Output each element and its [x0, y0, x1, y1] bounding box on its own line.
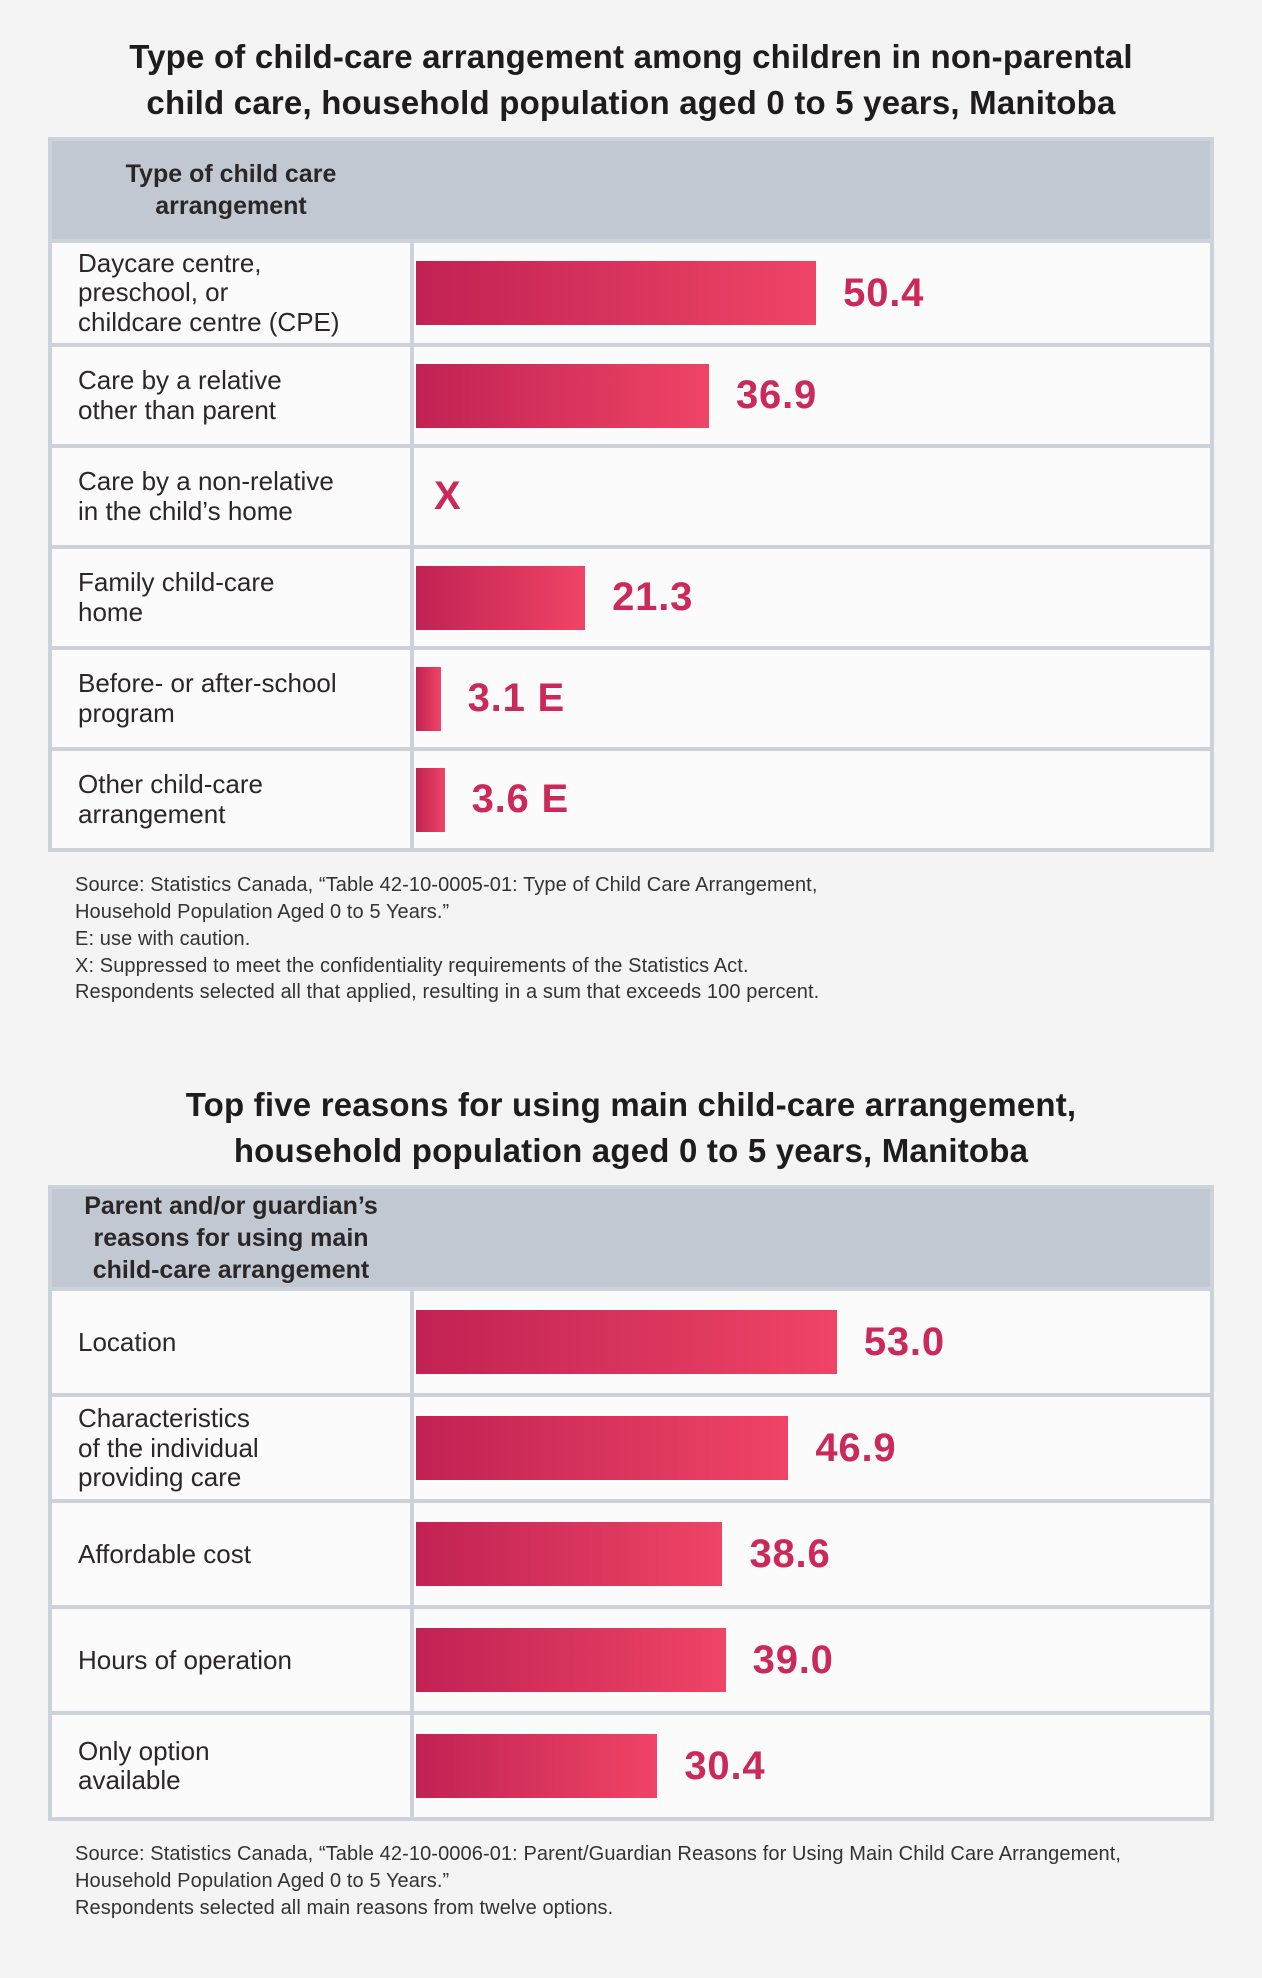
- row-label-before-after-school: Before- or after-school program: [52, 650, 410, 748]
- source-line: E: use with caution.: [75, 927, 251, 950]
- bar-cell: 39.0: [414, 1609, 1210, 1712]
- suppressed-value-label: X: [434, 474, 462, 519]
- chart2-column-header-label: Parent and/or guardian’s reasons for usi…: [84, 1192, 378, 1285]
- chart2-column-header: Parent and/or guardian’s reasons for usi…: [52, 1189, 1210, 1288]
- bar: [416, 1628, 726, 1693]
- source-line: Household Population Aged 0 to 5 Years.”: [75, 1870, 450, 1893]
- bar-cell: X: [414, 448, 1210, 546]
- row-label-hours-of-operation: Hours of operation: [52, 1609, 410, 1712]
- chart2-table: Parent and/or guardian’s reasons for usi…: [48, 1185, 1214, 1822]
- value-label: 53.0: [863, 1319, 945, 1364]
- source-line: Source: Statistics Canada, “Table 42-10-…: [75, 1843, 1122, 1866]
- value-label: 38.6: [749, 1531, 831, 1576]
- row-label-care-by-non-relative: Care by a non-relative in the child’s ho…: [52, 448, 410, 546]
- bar: [416, 363, 709, 428]
- bar-cell: 36.9: [414, 347, 1210, 445]
- bar: [416, 565, 586, 630]
- chart1-table: Type of child care arrangement Daycare c…: [48, 137, 1214, 853]
- row-label-care-by-relative: Care by a relative other than parent: [52, 347, 410, 445]
- value-label: 30.4: [684, 1743, 766, 1788]
- bar-cell: 3.1 E: [414, 650, 1210, 748]
- infographic-page: Type of child-care arrangement among chi…: [48, 0, 1214, 1921]
- row-label-only-option: Only option available: [52, 1715, 410, 1818]
- row-label-other-arrangement: Other child-care arrangement: [52, 751, 410, 849]
- row-label-affordable-cost: Affordable cost: [52, 1503, 410, 1606]
- chart1-column-header-label: Type of child care arrangement: [125, 160, 337, 221]
- bar-cell: 3.6 E: [414, 751, 1210, 849]
- chart2-source-note: Source: Statistics Canada, “Table 42-10-…: [75, 1841, 1214, 1921]
- bar-cell: 21.3: [414, 549, 1210, 647]
- bar-cell: 46.9: [414, 1397, 1210, 1500]
- source-line: Respondents selected all main reasons fr…: [75, 1896, 614, 1919]
- source-line: Household Population Aged 0 to 5 Years.”: [75, 900, 450, 923]
- bar: [416, 261, 817, 326]
- source-line: Source: Statistics Canada, “Table 42-10-…: [75, 874, 818, 897]
- bar-cell: 38.6: [414, 1503, 1210, 1606]
- value-label: 46.9: [815, 1425, 897, 1470]
- source-line: Respondents selected all that applied, r…: [75, 981, 820, 1004]
- bar: [416, 1734, 658, 1799]
- source-line: X: Suppressed to meet the confidentialit…: [75, 954, 749, 977]
- row-label-characteristics: Characteristics of the individual provid…: [52, 1397, 410, 1500]
- chart1-source-note: Source: Statistics Canada, “Table 42-10-…: [75, 872, 1214, 1006]
- value-label: 3.1 E: [467, 676, 566, 721]
- bar: [416, 666, 441, 731]
- row-label-location: Location: [52, 1291, 410, 1394]
- value-label: 21.3: [612, 575, 694, 620]
- row-label-family-child-care-home: Family child-care home: [52, 549, 410, 647]
- chart1-title: Type of child-care arrangement among chi…: [129, 38, 1133, 121]
- row-label-daycare-centre: Daycare centre, preschool, or childcare …: [52, 243, 410, 344]
- chart2-section: Top five reasons for using main child-ca…: [48, 1006, 1214, 1921]
- value-label: 39.0: [752, 1637, 834, 1682]
- bar: [416, 1416, 789, 1481]
- bar: [416, 1310, 837, 1375]
- bar: [416, 767, 445, 832]
- bar-cell: 53.0: [414, 1291, 1210, 1394]
- bar-cell: 30.4: [414, 1715, 1210, 1818]
- value-label: 36.9: [735, 373, 818, 418]
- value-label: 3.6 E: [471, 777, 569, 822]
- bar-cell: 50.4: [414, 243, 1210, 344]
- chart1-section: Type of child-care arrangement among chi…: [48, 0, 1214, 1006]
- value-label: 50.4: [843, 270, 925, 315]
- bar: [416, 1522, 723, 1587]
- chart1-column-header: Type of child care arrangement: [52, 141, 1210, 240]
- chart2-title: Top five reasons for using main child-ca…: [185, 1086, 1077, 1169]
